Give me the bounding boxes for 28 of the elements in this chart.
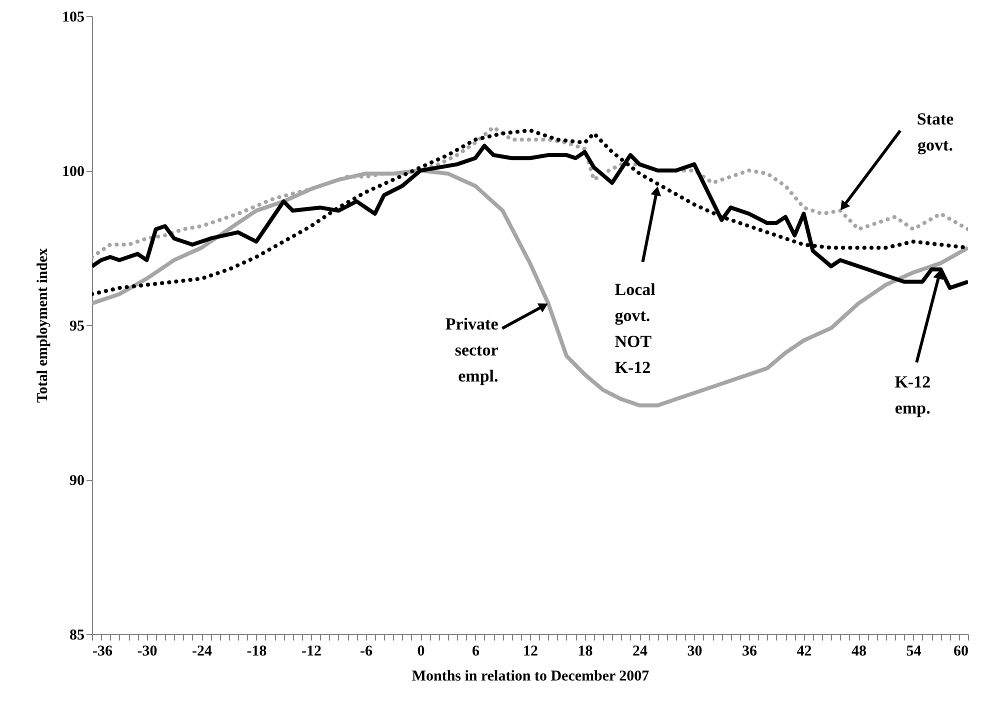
annotation: Private sector empl. xyxy=(445,314,499,386)
x-tick-label: -30 xyxy=(137,644,158,660)
x-axis-title: Months in relation to December 2007 xyxy=(412,668,650,684)
y-tick-label: 90 xyxy=(70,473,84,489)
y-tick-label: 85 xyxy=(70,628,84,644)
x-tick-label: 30 xyxy=(687,644,702,660)
x-tick-label: 48 xyxy=(852,644,866,660)
x-tick-label: 24 xyxy=(632,644,648,660)
x-tick-label: 36 xyxy=(742,644,758,660)
x-tick-label: -36 xyxy=(92,644,113,660)
x-tick-label: 12 xyxy=(523,644,538,660)
y-axis-title: Total employment index xyxy=(35,248,51,403)
x-tick-label: -18 xyxy=(246,644,267,660)
x-tick-label: -24 xyxy=(192,644,212,660)
x-tick-label: -6 xyxy=(360,644,373,660)
y-tick-label: 105 xyxy=(62,10,84,26)
y-tick-label: 95 xyxy=(70,318,84,334)
y-tick-label: 100 xyxy=(62,164,84,180)
x-tick-label: 54 xyxy=(906,644,922,660)
annotation: Local govt. NOT K-12 xyxy=(614,280,656,377)
x-tick-label: -12 xyxy=(302,644,322,660)
annotation: State govt. xyxy=(916,110,954,155)
x-tick-label: 60 xyxy=(954,644,968,660)
x-tick-label: 6 xyxy=(472,644,480,660)
x-tick-label: 0 xyxy=(417,644,425,660)
x-tick-label: 42 xyxy=(796,644,812,660)
annotation: K-12 emp. xyxy=(894,372,931,418)
x-tick-label: 18 xyxy=(578,644,593,660)
